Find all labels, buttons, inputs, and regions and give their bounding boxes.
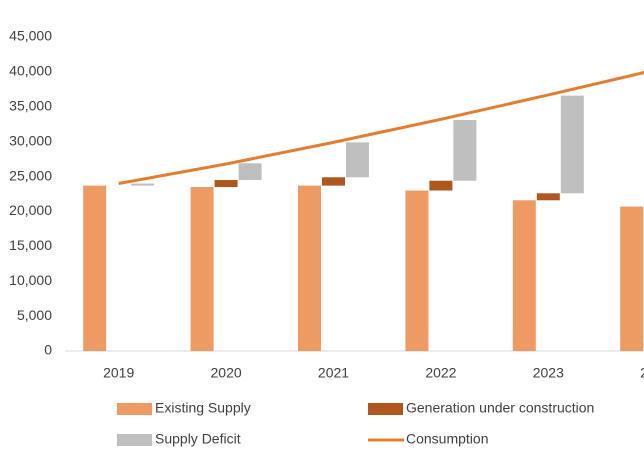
bar <box>560 95 584 194</box>
y-tick-label: 5,000 <box>17 307 52 323</box>
bar <box>453 120 477 181</box>
y-tick-label: 45,000 <box>9 28 52 44</box>
y-tick-label: 10,000 <box>9 272 52 288</box>
y-tick-label: 40,000 <box>9 63 52 79</box>
bar <box>346 142 369 178</box>
legend-swatch <box>368 403 403 415</box>
legend-label: Consumption <box>406 431 489 447</box>
y-tick-label: 25,000 <box>9 167 52 183</box>
legend-label: Existing Supply <box>155 400 251 416</box>
x-tick-label: 2020 <box>211 365 242 381</box>
bar <box>83 185 107 351</box>
bar <box>620 206 644 351</box>
x-tick-label: 2021 <box>318 365 349 381</box>
bar <box>238 163 262 181</box>
bar <box>190 187 214 351</box>
bar <box>131 183 155 186</box>
x-tick-label: 2024 <box>640 365 644 381</box>
legend-label: Generation under construction <box>406 400 594 416</box>
bar <box>405 190 429 351</box>
legend-swatch <box>117 434 152 446</box>
bar <box>429 180 453 191</box>
x-tick-label: 2023 <box>533 365 564 381</box>
bar <box>512 200 536 351</box>
y-tick-label: 0 <box>44 342 52 358</box>
legend-label: Supply Deficit <box>155 431 241 447</box>
line <box>118 70 644 186</box>
bar <box>322 177 345 186</box>
x-tick-label: 2022 <box>425 365 456 381</box>
bar <box>536 193 560 201</box>
x-tick-label: 2019 <box>103 365 134 381</box>
y-tick-label: 35,000 <box>9 97 52 113</box>
y-tick-label: 15,000 <box>9 237 52 253</box>
bar <box>298 185 321 351</box>
y-tick-label: 30,000 <box>9 132 52 148</box>
bar <box>214 180 238 188</box>
legend-swatch <box>117 403 152 415</box>
y-tick-label: 20,000 <box>9 202 52 218</box>
